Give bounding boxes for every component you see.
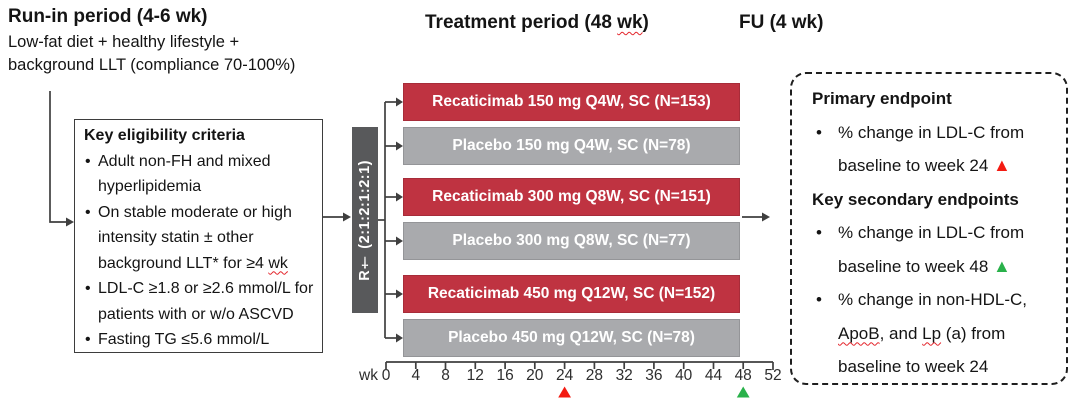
week-axis-unit: wk [359, 367, 378, 384]
week-tick-label: 32 [615, 367, 633, 384]
week-tick-label: 0 [381, 367, 391, 384]
eligibility-criteria-box: Key eligibility criteria • Adult non-FH a… [74, 119, 323, 353]
followup-period-title: FU (4 wk) [739, 12, 824, 33]
green-triangle-marker-week48 [736, 386, 750, 398]
week-tick-label: 4 [411, 367, 421, 384]
week-tick-label: 8 [441, 367, 450, 384]
eligibility-item-1-cont: hyperlipidemia [84, 174, 316, 200]
primary-endpoint-item-cont: baseline to week 24 ▲ [812, 149, 1058, 183]
eligibility-item-2-line3: background LLT* for ≥4 [98, 254, 269, 272]
treatment-title-text: Treatment period (48 [425, 12, 618, 33]
week-tick-label: 40 [675, 367, 693, 384]
secondary-endpoint-item-2: • % change in non-HDL-C, [812, 283, 1058, 317]
week-tick-label: 16 [496, 367, 514, 384]
treatment-period-title: Treatment period (48 wk) [425, 12, 649, 34]
secondary-endpoint-item-1: • % change in LDL-C from [812, 216, 1058, 250]
eligibility-item-3: • LDL-C ≥1.8 or ≥2.6 mmol/L for [84, 276, 316, 302]
eligibility-item-1: • Adult non-FH and mixed [84, 149, 316, 175]
secondary-endpoint-1-line2: baseline to week 48 [838, 256, 993, 276]
secondary-endpoint-2-line3: baseline to week 24 [838, 357, 989, 376]
run-in-period-title: Run-in period (4-6 wk) [8, 6, 208, 27]
bullet-icon: • [816, 290, 822, 309]
arrowhead [762, 212, 770, 222]
randomization-box: R† (2:1:2:1:2:1) [352, 127, 378, 313]
arrowhead [396, 97, 403, 107]
week-tick-label: 12 [466, 367, 484, 384]
arm-bar-recaticimab-300mg-q8w: Recaticimab 300 mg Q8W, SC (N=151) [403, 178, 740, 216]
red-triangle-marker-week24 [558, 386, 571, 398]
secondary-endpoint-item-2-cont: ApoB, and Lp (a) from [812, 317, 1058, 351]
bullet-icon: • [816, 122, 822, 142]
bullet-icon: • [85, 280, 91, 297]
arm-bar-recaticimab-150mg-q4w: Recaticimab 150 mg Q4W, SC (N=153) [403, 83, 740, 121]
secondary-endpoint-item-1-cont: baseline to week 48 ▲ [812, 250, 1058, 284]
secondary-endpoints-title: Key secondary endpoints [812, 189, 1019, 209]
secondary-endpoint-item-2-cont2: baseline to week 24 [812, 350, 1058, 384]
secondary-endpoint-2-line2-post: (a) from [941, 323, 1006, 343]
week-tick-label: 48 [734, 367, 752, 384]
arrowhead [396, 333, 403, 343]
bullet-icon: • [85, 152, 91, 170]
week-axis-labels: 0 4 8 12 16 20 24 28 32 36 40 44 48 52 [382, 367, 786, 385]
eligibility-item-2: • On stable moderate or high [84, 200, 316, 226]
eligibility-item-1-line2: hyperlipidemia [98, 178, 202, 195]
endpoints-box: Primary endpoint • % change in LDL-C from… [790, 72, 1068, 385]
run-in-description-line1: Low-fat diet + healthy lifestyle + [8, 33, 240, 51]
primary-endpoint-item: • % change in LDL-C from [812, 116, 1058, 150]
randomization-label: R† (2:1:2:1:2:1) [357, 159, 373, 281]
week-tick-label: 24 [555, 367, 574, 384]
arrowhead [396, 236, 403, 246]
eligibility-item-2-line2: intensity statin ± other [98, 229, 254, 246]
treatment-title-wavy-word: wk [617, 12, 643, 33]
run-in-description-line2: background LLT (compliance 70-100%) [8, 56, 296, 74]
primary-endpoint-title: Primary endpoint [812, 89, 952, 108]
eligibility-title: Key eligibility criteria [84, 127, 245, 144]
primary-endpoint-line2: baseline to week 24 [838, 156, 993, 175]
arm-bar-placebo-450mg-q12w: Placebo 450 mg Q12W, SC (N=78) [403, 319, 740, 357]
secondary-endpoint-2-line2-mid: , and [879, 323, 923, 343]
week-tick-label: 36 [645, 367, 663, 384]
bullet-icon: • [85, 203, 91, 221]
run-in-elbow-arrow [49, 91, 66, 223]
eligibility-item-3-line1: LDL-C ≥1.8 or ≥2.6 mmol/L for [98, 280, 314, 297]
secondary-endpoint-1-line1: % change in LDL-C from [838, 223, 1025, 242]
eligibility-item-2-cont: intensity statin ± other [84, 225, 316, 251]
red-triangle-icon: ▲ [993, 155, 1011, 175]
eligibility-item-2-wavy-word: wk [268, 254, 288, 272]
arm-bar-placebo-150mg-q4w: Placebo 150 mg Q4W, SC (N=78) [403, 127, 740, 165]
treatment-title-paren: ) [642, 12, 649, 33]
week-tick-label: 44 [704, 367, 723, 384]
week-tick-label: 28 [585, 367, 604, 384]
arrowhead [343, 212, 351, 222]
arrowhead [66, 217, 74, 227]
run-in-period-description: Low-fat diet + healthy lifestyle + backg… [8, 31, 295, 77]
eligibility-item-1-line1: Adult non-FH and mixed [98, 152, 271, 170]
arm-bar-recaticimab-450mg-q12w: Recaticimab 450 mg Q12W, SC (N=152) [403, 275, 740, 313]
arrowhead [396, 141, 403, 151]
green-triangle-icon: ▲ [993, 255, 1011, 276]
arrowhead [396, 192, 403, 202]
eligibility-item-2-line1: On stable moderate or high [98, 203, 292, 221]
eligibility-item-2-cont2: background LLT* for ≥4 wk [84, 251, 316, 277]
primary-endpoint-line1: % change in LDL-C from [838, 122, 1025, 142]
eligibility-item-4-line1: Fasting TG ≤5.6 mmol/L [98, 331, 270, 348]
secondary-endpoint-2-wavy-lp: Lp [922, 323, 942, 343]
secondary-endpoint-2-line1: % change in non-HDL-C, [838, 290, 1027, 309]
eligibility-item-3-cont: patients with or w/o ASCVD [84, 302, 316, 328]
week-tick-label: 52 [764, 367, 782, 384]
bullet-icon: • [85, 331, 91, 348]
eligibility-item-4: • Fasting TG ≤5.6 mmol/L [84, 327, 316, 353]
bullet-icon: • [816, 223, 822, 242]
week-tick-label: 20 [526, 367, 544, 384]
arrowhead [396, 289, 403, 299]
arm-bar-placebo-300mg-q8w: Placebo 300 mg Q8W, SC (N=77) [403, 222, 740, 260]
secondary-endpoint-2-wavy-apob: ApoB [838, 323, 880, 343]
eligibility-item-3-line2: patients with or w/o ASCVD [98, 305, 294, 323]
